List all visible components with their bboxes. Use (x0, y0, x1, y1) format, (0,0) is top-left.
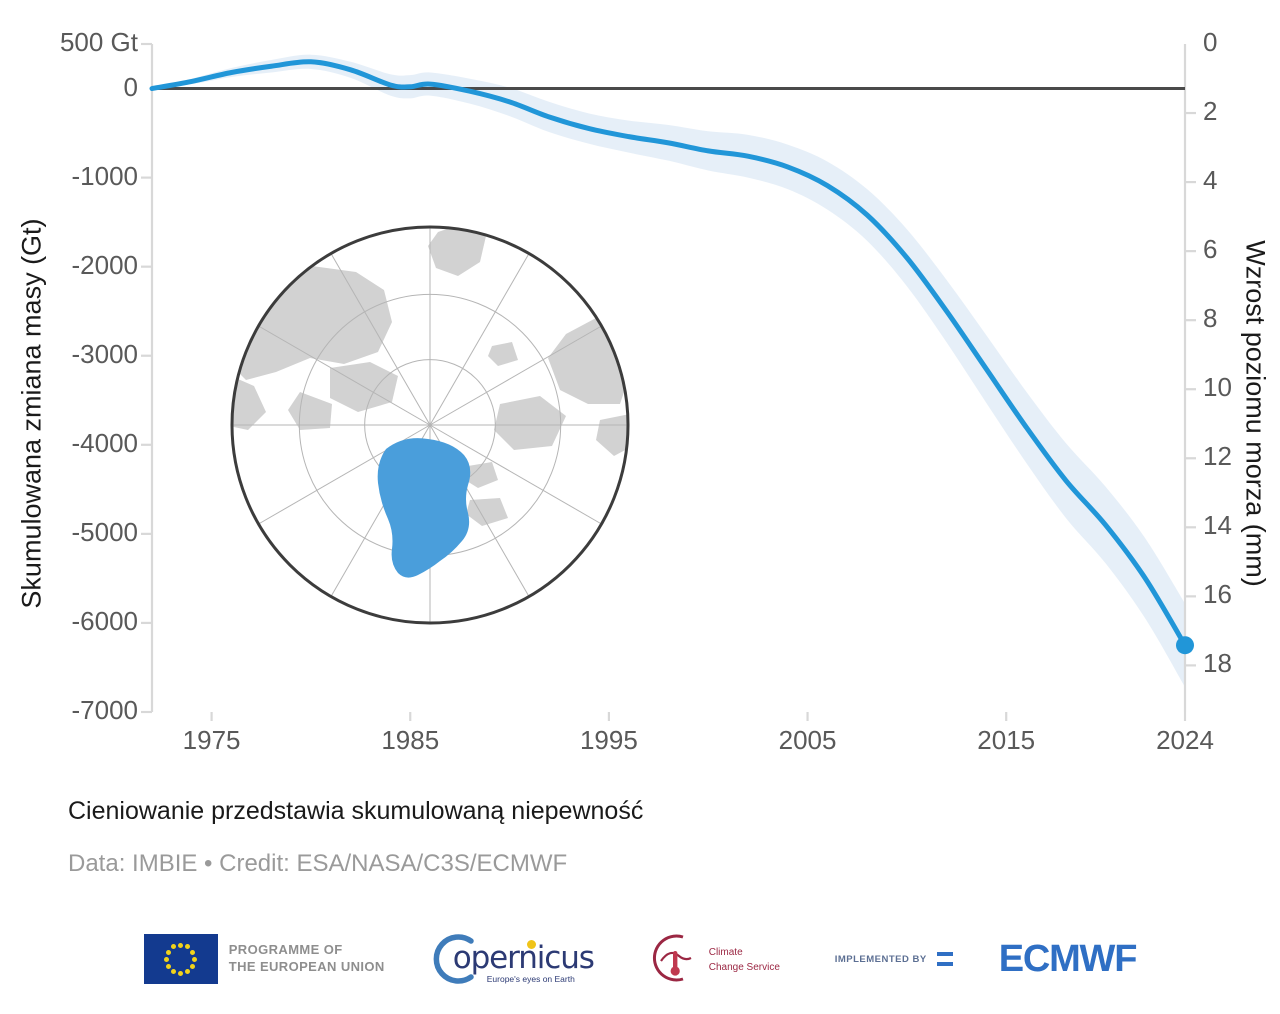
copernicus-logo: opernicus Europe's eyes on Earth (427, 931, 601, 987)
y-tick-right-3: 6 (1203, 234, 1218, 265)
eu-star-icon (190, 949, 196, 955)
x-tick-3: 2005 (778, 725, 837, 755)
eu-star-icon (178, 942, 184, 948)
eu-flag-icon (143, 934, 218, 984)
x-tick-1: 1985 (381, 725, 440, 755)
y-tick-right-1: 2 (1203, 96, 1218, 127)
eu-star-icon (190, 963, 196, 969)
chart-plot-area (141, 42, 1196, 721)
mass-change-line-layer (149, 59, 1194, 655)
c3s-thermometer-icon (652, 934, 692, 982)
copernicus-arc-icon (433, 934, 474, 984)
credit-caption: Data: IMBIE • Credit: ESA/NASA/C3S/ECMWF (68, 850, 568, 877)
logo-bar: PROGRAMME OF THE EUROPEAN UNION opernicu… (0, 918, 1280, 1000)
x-tick-5: 2024 (1156, 725, 1214, 755)
implemented-by-label: IMPLEMENTED BY (834, 953, 927, 965)
eu-star-icon (185, 944, 191, 950)
ecmwf-mark-icon (936, 945, 985, 973)
eu-logo: PROGRAMME OF THE EUROPEAN UNION (143, 934, 385, 984)
c3s-line2: Change Service (708, 961, 780, 973)
y-tick-left-4: -3000 (71, 338, 139, 369)
eu-logo-line1: PROGRAMME OF (228, 942, 343, 958)
eu-logo-line2: THE EUROPEAN UNION (228, 959, 385, 974)
y-tick-right-9: 18 (1203, 648, 1232, 679)
eu-star-icon (178, 970, 184, 976)
copernicus-dot-icon (526, 940, 536, 949)
uncertainty-band-layer (152, 54, 1185, 688)
eu-star-icon (171, 968, 177, 974)
y-tick-right-8: 16 (1203, 579, 1232, 610)
eu-star-icon (185, 968, 191, 974)
c3s-logo-text: Climate Change Service (709, 946, 780, 975)
eu-star-icon (192, 956, 198, 962)
y-tick-right-6: 12 (1203, 441, 1232, 472)
y-tick-left-0: 500 Gt (59, 27, 138, 57)
eu-star-icon (171, 944, 177, 950)
arctic-map-inset (230, 225, 630, 625)
ecmwf-logo: IMPLEMENTED BY ECMWF (834, 937, 1138, 981)
c3s-line1: Climate (708, 947, 743, 958)
y-tick-left-8: -7000 (71, 695, 139, 725)
eu-star-icon (166, 949, 172, 955)
copernicus-tagline: Europe's eyes on Earth (486, 974, 575, 984)
y-tick-left-2: -1000 (71, 160, 139, 191)
y-tick-right-4: 8 (1203, 303, 1218, 334)
y-tick-right-2: 4 (1203, 165, 1218, 196)
y-tick-left-3: -2000 (71, 249, 139, 280)
y-tick-right-7: 14 (1203, 510, 1232, 541)
x-tick-2: 1995 (579, 725, 638, 755)
y-tick-left-7: -6000 (71, 605, 139, 636)
y-tick-right-5: 10 (1203, 372, 1232, 403)
y-tick-left-1: 0 (123, 71, 138, 102)
eu-star-icon (166, 963, 172, 969)
y-tick-left-6: -5000 (71, 516, 139, 547)
x-tick-4: 2015 (977, 725, 1036, 755)
x-tick-0: 1975 (182, 725, 241, 755)
shading-caption: Cieniowanie przedstawia skumulowaną niep… (68, 797, 644, 825)
eu-star-icon (164, 956, 170, 962)
c3s-logo: Climate Change Service (643, 931, 793, 987)
y-tick-right-0: 0 (1203, 27, 1218, 57)
eu-logo-text: PROGRAMME OF THE EUROPEAN UNION (229, 942, 385, 976)
y-tick-left-5: -4000 (71, 427, 139, 458)
axis-ticks-layer (141, 42, 1196, 721)
copernicus-wordmark: opernicus (452, 940, 595, 976)
axis-spines-layer (150, 44, 1187, 712)
ecmwf-wordmark: ECMWF (998, 937, 1138, 980)
